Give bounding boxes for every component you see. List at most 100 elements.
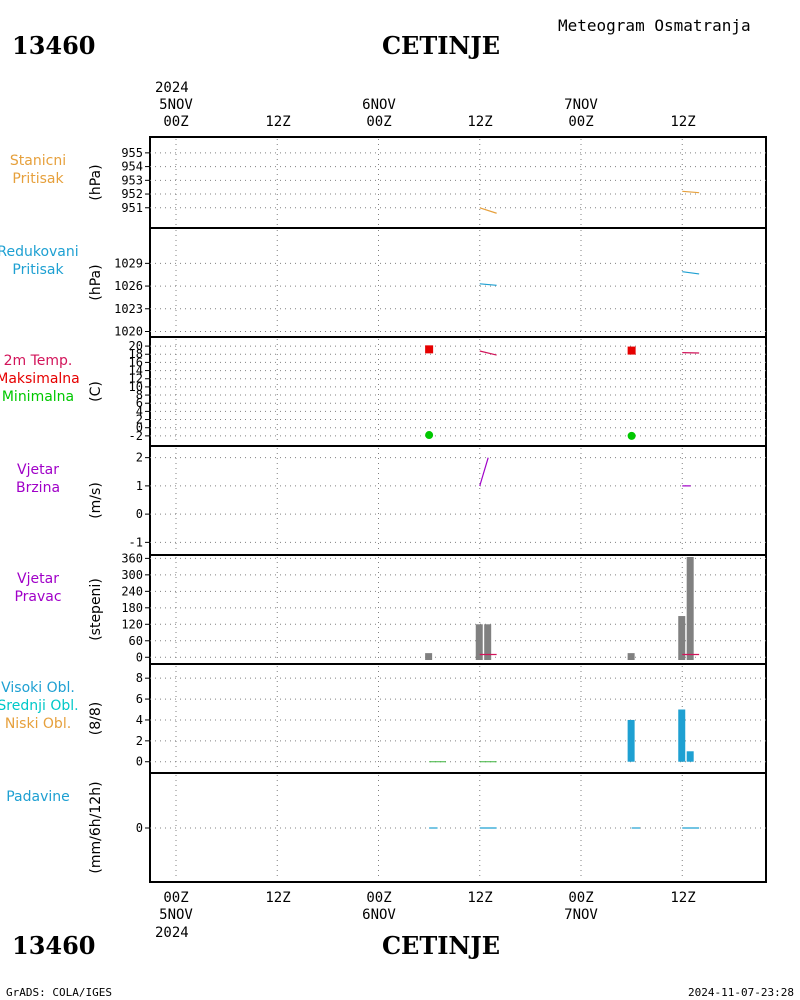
minimum-marker xyxy=(425,431,434,440)
bar xyxy=(686,751,694,762)
y-tick-label: 60 xyxy=(129,634,143,648)
bar xyxy=(686,557,694,660)
y-axis-unit-label: (stepeni) xyxy=(88,578,104,641)
bottom-hour-tick-4: 12Z xyxy=(467,890,492,906)
bar xyxy=(475,624,483,660)
bar xyxy=(627,719,635,762)
y-tick-label: 955 xyxy=(121,146,143,160)
y-tick-label: 0 xyxy=(136,821,143,835)
top-hour-tick-4: 12Z xyxy=(467,114,492,130)
panel-wind-speed: -1 0 1 2 (m/s) Vjetar Brzina xyxy=(16,445,767,556)
top-hour-tick-1: 00Z xyxy=(163,114,188,130)
y-tick-label: 12 xyxy=(129,372,143,386)
bottom-year-label: 2024 xyxy=(155,925,189,941)
y-tick-label: 2 xyxy=(136,734,143,748)
panel-label: Maksimalna xyxy=(0,371,80,387)
panel-wind-direction: 0 60 120 180 240 300 360 (stepeni) Vjetar Pravac xyxy=(14,551,767,665)
top-day-label-3: 7NOV xyxy=(564,97,598,113)
panel-label: Pravac xyxy=(14,589,61,605)
y-tick-label: 1026 xyxy=(114,279,143,293)
station-name-bottom: CETINJE xyxy=(382,931,500,960)
series-line xyxy=(479,350,497,356)
y-tick-label: 1029 xyxy=(114,256,143,270)
panel-label: 2m Temp. xyxy=(4,353,73,369)
y-tick-label: 953 xyxy=(121,173,143,187)
panel-frame xyxy=(149,554,767,665)
top-year-label: 2024 xyxy=(155,80,189,96)
panel-label: Srednji Obl. xyxy=(0,698,79,714)
maximum-marker xyxy=(425,345,434,354)
y-tick-label: -1 xyxy=(129,535,143,549)
y-tick-label: 1023 xyxy=(114,302,143,316)
y-tick-label: 2 xyxy=(136,413,143,427)
y-tick-label: 8 xyxy=(136,388,143,402)
panel-frame xyxy=(149,227,767,338)
panel-label: Pritisak xyxy=(12,262,64,278)
top-day-label-2: 6NOV xyxy=(362,97,396,113)
y-tick-label: 952 xyxy=(121,187,143,201)
bottom-day-label-1: 5NOV xyxy=(159,907,193,923)
y-tick-label: 0 xyxy=(136,507,143,521)
panel-frame xyxy=(149,445,767,556)
bar xyxy=(425,653,433,660)
y-tick-label: -2 xyxy=(129,429,143,443)
panel-label: Pritisak xyxy=(12,171,64,187)
panel-label: Brzina xyxy=(16,480,60,496)
panel-label: Padavine xyxy=(6,789,70,805)
bottom-hour-tick-6: 12Z xyxy=(670,890,695,906)
bottom-day-label-3: 7NOV xyxy=(564,907,598,923)
station-name-top: CETINJE xyxy=(382,31,500,60)
panel-frame xyxy=(149,336,767,447)
panels-group: 951952953954955(hPa)StanicniPritisak1020… xyxy=(0,136,767,883)
bottom-hour-tick-3: 00Z xyxy=(366,890,391,906)
y-tick-label: 0 xyxy=(136,755,143,769)
bar xyxy=(678,709,686,762)
y-tick-label: 1020 xyxy=(114,324,143,338)
series-line xyxy=(682,271,700,275)
credit-label: GrADS: COLA/IGES xyxy=(6,986,112,999)
panel-precipitation: 0 (mm/6h/12h) Padavine xyxy=(6,772,767,883)
series-line xyxy=(682,190,700,194)
maximum-marker xyxy=(627,346,636,355)
y-tick-label: 1 xyxy=(136,479,143,493)
bar xyxy=(678,616,686,660)
y-tick-label: 6 xyxy=(136,692,143,706)
y-tick-label: 20 xyxy=(129,339,143,353)
y-axis-unit-label: (hPa) xyxy=(88,164,104,200)
y-axis-unit-label: (mm/6h/12h) xyxy=(88,781,104,873)
y-axis-unit-label: (m/s) xyxy=(88,482,104,519)
y-tick-label: 8 xyxy=(136,671,143,685)
panel-label: Stanicni xyxy=(10,153,66,169)
panel-reduced-pressure: 1020 1023 1026 1029 (hPa) Redukovani Pritisak xyxy=(0,227,767,338)
y-tick-label: 180 xyxy=(121,601,143,615)
timestamp-label: 2024-11-07-23:28 xyxy=(688,986,794,999)
bottom-hour-tick-5: 00Z xyxy=(568,890,593,906)
minimum-marker xyxy=(627,431,636,440)
panel-frame xyxy=(149,663,767,774)
bottom-hour-tick-1: 00Z xyxy=(163,890,188,906)
panel-label: Vjetar xyxy=(17,462,59,478)
y-tick-label: 4 xyxy=(136,713,143,727)
y-tick-label: 10 xyxy=(129,380,143,394)
y-axis-unit-label: (C) xyxy=(88,381,104,402)
y-tick-label: 360 xyxy=(121,551,143,565)
panel-frame xyxy=(149,136,767,229)
series-line xyxy=(479,457,489,487)
panel-label: Visoki Obl. xyxy=(1,680,75,696)
y-tick-label: 120 xyxy=(121,617,143,631)
y-tick-label: 14 xyxy=(129,364,143,378)
top-hour-tick-5: 00Z xyxy=(568,114,593,130)
panel-label: Redukovani xyxy=(0,244,79,260)
bottom-hour-tick-2: 12Z xyxy=(265,890,290,906)
y-tick-label: 6 xyxy=(136,396,143,410)
bar xyxy=(627,653,635,660)
y-tick-label: 0 xyxy=(136,421,143,435)
top-hour-tick-2: 12Z xyxy=(265,114,290,130)
top-day-label-1: 5NOV xyxy=(159,97,193,113)
y-tick-label: 951 xyxy=(121,201,143,215)
panel-frame xyxy=(149,772,767,883)
top-hour-tick-6: 12Z xyxy=(670,114,695,130)
